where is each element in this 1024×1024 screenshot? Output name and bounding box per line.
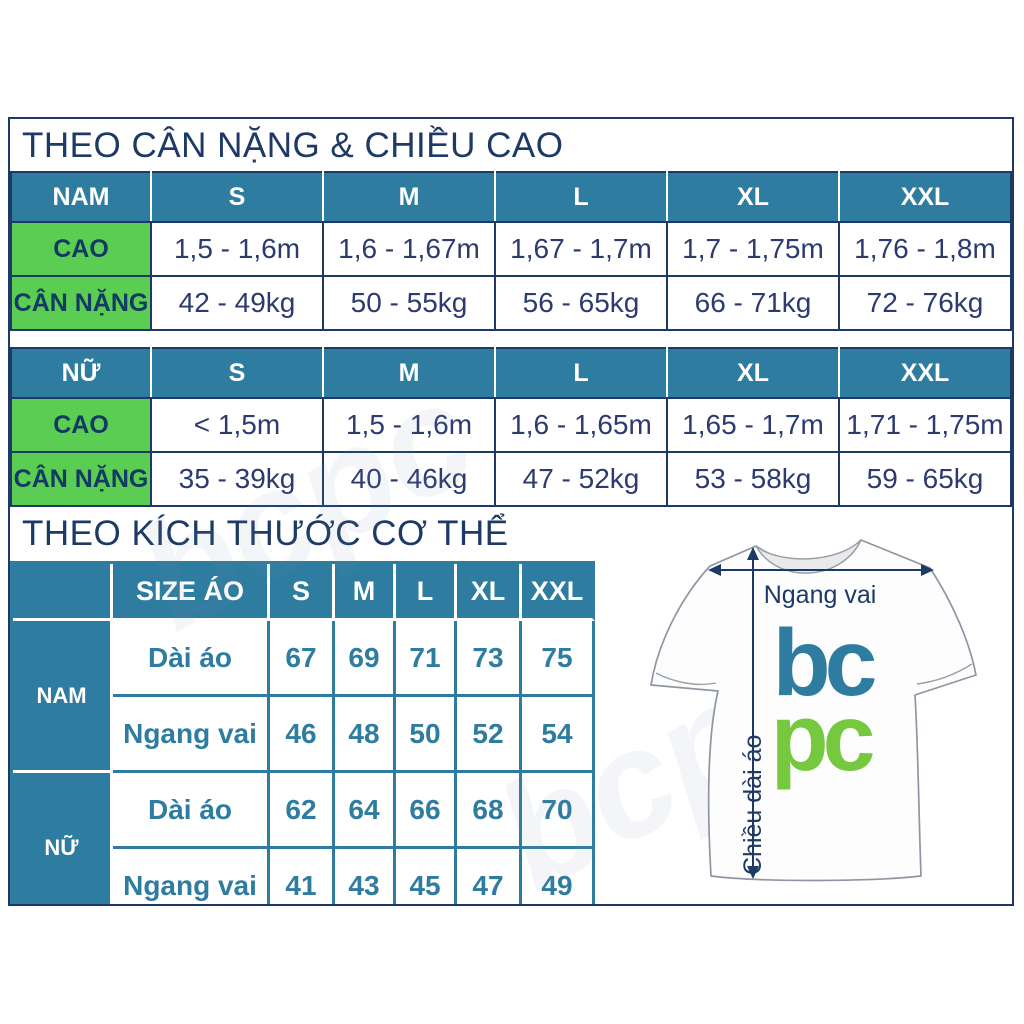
value-cell: 73 — [457, 621, 522, 697]
shirt-length-label: Chiều dài áo — [739, 735, 767, 875]
row-label: CAO — [10, 221, 152, 277]
size-column-header: XL — [457, 564, 522, 621]
value-cell: 42 - 49kg — [150, 275, 324, 331]
row-label: CÂN NẶNG — [10, 275, 152, 331]
size-column-title: SIZE ÁO — [113, 564, 270, 621]
table-row: CAO < 1,5m 1,5 - 1,6m 1,6 - 1,65m 1,65 - 1,7… — [10, 397, 1012, 453]
size-chart-frame: bcpc bcpc THEO CÂN NẶNG & CHIỀU CAO NAMS… — [8, 117, 1014, 906]
measurement-label: Ngang vai — [113, 697, 270, 773]
value-cell: 70 — [522, 773, 595, 849]
size-column-header: L — [396, 564, 457, 621]
value-cell: 40 - 46kg — [322, 451, 496, 507]
size-column-header: XL — [666, 347, 840, 399]
value-cell: 46 — [270, 697, 335, 773]
shirt-length-arrow — [747, 547, 759, 879]
value-cell: 50 - 55kg — [322, 275, 496, 331]
value-cell: 1,5 - 1,6m — [150, 221, 324, 277]
header-row: SIZE ÁO S M L XL XXL — [13, 564, 595, 621]
left-cuff-seam — [655, 672, 717, 686]
shoulder-width-label: Ngang vai — [764, 581, 877, 609]
value-cell: 1,65 - 1,7m — [666, 397, 840, 453]
body-size-table-holder: SIZE ÁO S M L XL XXL NAM Dài áo 67 69 71 73 75 Ngang … — [10, 561, 1012, 904]
value-cell: 67 — [270, 621, 335, 697]
header-row: NAM S M L XL XXL — [10, 171, 1012, 223]
section-title-body-size: THEO KÍCH THƯỚC CƠ THỂ — [22, 514, 509, 553]
value-cell: 50 — [396, 697, 457, 773]
tshirt-diagram: bc pc Ngang vai Chiều dài áo — [650, 539, 977, 882]
table-row: CÂN NẶNG 42 - 49kg 50 - 55kg 56 - 65kg 66 - … — [10, 275, 1012, 331]
corner-cell — [13, 564, 113, 621]
table-row: NAM Dài áo 67 69 71 73 75 — [13, 621, 595, 773]
weight-height-table-nu: NỮ S M L XL XXL CAO < 1,5m 1,5 - 1,6m 1,6 - 1,65m… — [10, 347, 1012, 507]
size-column-header: S — [150, 347, 324, 399]
value-cell: 72 - 76kg — [838, 275, 1012, 331]
value-cell: < 1,5m — [150, 397, 324, 453]
value-cell: 47 - 52kg — [494, 451, 668, 507]
value-cell: 1,67 - 1,7m — [494, 221, 668, 277]
value-cell: 45 — [396, 849, 457, 904]
size-column-header: XL — [666, 171, 840, 223]
weight-height-tables: NAM S M L XL XXL CAO 1,5 - 1,6m 1,6 - 1,67m 1,67 … — [10, 171, 1012, 507]
size-column-header: L — [494, 347, 668, 399]
value-cell: 66 - 71kg — [666, 275, 840, 331]
value-cell: 52 — [457, 697, 522, 773]
value-cell: 71 — [396, 621, 457, 697]
size-column-header: S — [150, 171, 324, 223]
value-cell: 64 — [335, 773, 396, 849]
value-cell: 1,5 - 1,6m — [322, 397, 496, 453]
value-cell: 68 — [457, 773, 522, 849]
value-cell: 1,6 - 1,65m — [494, 397, 668, 453]
measurement-label: Dài áo — [113, 773, 270, 849]
value-cell: 75 — [522, 621, 595, 697]
value-cell: 1,76 - 1,8m — [838, 221, 1012, 277]
table-row: CAO 1,5 - 1,6m 1,6 - 1,67m 1,67 - 1,7m 1,7 -… — [10, 221, 1012, 277]
header-row: NỮ S M L XL XXL — [10, 347, 1012, 399]
size-column-header: M — [335, 564, 396, 621]
group-header: NỮ — [10, 347, 152, 399]
value-cell: 48 — [335, 697, 396, 773]
value-cell: 66 — [396, 773, 457, 849]
right-cuff-seam — [916, 663, 973, 685]
value-cell: 53 - 58kg — [666, 451, 840, 507]
row-label: CAO — [10, 397, 152, 453]
size-column-header: S — [270, 564, 335, 621]
table-row: CÂN NẶNG 35 - 39kg 40 - 46kg 47 - 52kg 53 - … — [10, 451, 1012, 507]
table-row: Ngang vai 41 43 45 47 49 — [13, 849, 595, 904]
group-header: NAM — [10, 171, 152, 223]
body-size-table: SIZE ÁO S M L XL XXL NAM Dài áo 67 69 71 73 75 Ngang … — [10, 561, 595, 904]
value-cell: 56 - 65kg — [494, 275, 668, 331]
size-column-header: XXL — [838, 171, 1012, 223]
value-cell: 62 — [270, 773, 335, 849]
value-cell: 59 - 65kg — [838, 451, 1012, 507]
section-title-weight-height: THEO CÂN NẶNG & CHIỀU CAO — [22, 126, 564, 165]
size-column-header: M — [322, 171, 496, 223]
row-label: CÂN NẶNG — [10, 451, 152, 507]
size-column-header: XXL — [522, 564, 595, 621]
size-column-header: XXL — [838, 347, 1012, 399]
measurement-label: Dài áo — [113, 621, 270, 697]
tshirt-outline — [650, 539, 977, 882]
value-cell: 69 — [335, 621, 396, 697]
value-cell: 43 — [335, 849, 396, 904]
weight-height-table-nam: NAM S M L XL XXL CAO 1,5 - 1,6m 1,6 - 1,67m 1,67 … — [10, 171, 1012, 331]
table-row: NỮ Dài áo 62 64 66 68 70 — [13, 773, 595, 904]
value-cell: 35 - 39kg — [150, 451, 324, 507]
size-column-header: M — [322, 347, 496, 399]
value-cell: 1,6 - 1,67m — [322, 221, 496, 277]
measurement-label: Ngang vai — [113, 849, 270, 904]
group-label-nam: NAM — [13, 621, 113, 773]
logo-bc: bc — [773, 610, 876, 716]
value-cell: 1,7 - 1,75m — [666, 221, 840, 277]
logo-pc: pc — [771, 685, 874, 791]
value-cell: 49 — [522, 849, 595, 904]
value-cell: 41 — [270, 849, 335, 904]
size-column-header: L — [494, 171, 668, 223]
value-cell: 54 — [522, 697, 595, 773]
value-cell: 1,71 - 1,75m — [838, 397, 1012, 453]
group-label-nu: NỮ — [13, 773, 113, 904]
table-row: Ngang vai 46 48 50 52 54 — [13, 697, 595, 773]
value-cell: 47 — [457, 849, 522, 904]
